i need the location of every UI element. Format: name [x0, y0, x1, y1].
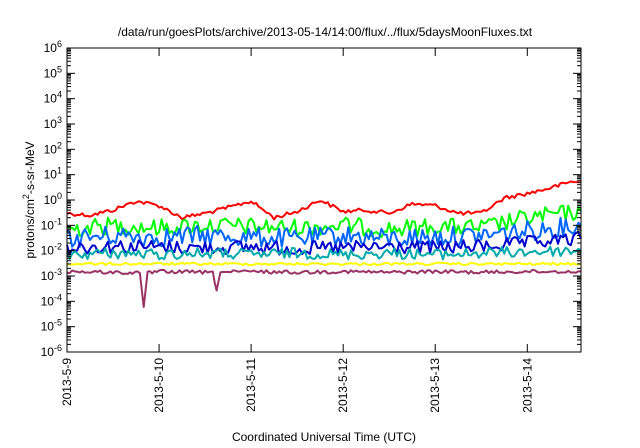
series-line	[66, 231, 582, 256]
x-tick-label: 2013-5-14	[520, 358, 534, 413]
y-tick-label: 104	[44, 90, 62, 106]
plot-lines	[66, 180, 582, 308]
y-tick-label: 105	[44, 64, 62, 80]
series-line	[66, 245, 582, 261]
x-axis: 2013-5-9 2013-5-10 2013-5-11 2013-5-12 2013-…	[60, 48, 534, 413]
x-tick-label: 2013-5-10	[152, 358, 166, 413]
y-axis: 106 105 104 103 102 101 100 10-1 10-2 10-3 10-4 10-…	[41, 39, 581, 359]
y-tick-label: 10-4	[41, 292, 62, 308]
y-tick-label: 10-5	[41, 318, 62, 334]
y-tick-label: 103	[44, 115, 62, 131]
x-tick-label: 2013-5-13	[428, 358, 442, 413]
series-line	[66, 268, 582, 308]
series-line	[66, 180, 581, 221]
y-tick-label: 106	[44, 39, 62, 55]
y-tick-label: 101	[44, 166, 62, 182]
x-axis-label: Coordinated Universal Time (UTC)	[232, 430, 416, 444]
x-tick-label: 2013-5-9	[60, 358, 74, 406]
y-tick-label: 100	[44, 191, 62, 207]
y-tick-label: 10-1	[41, 216, 62, 232]
series-line	[66, 216, 582, 248]
y-tick-label: 102	[44, 140, 62, 156]
x-tick-label: 2013-5-12	[336, 358, 350, 413]
x-tick-label: 2013-5-11	[244, 358, 258, 412]
y-tick-label: 10-2	[41, 242, 62, 258]
chart-title: /data/run/goesPlots/archive/2013-05-14/1…	[118, 25, 533, 39]
series-line	[66, 204, 582, 239]
y-tick-label: 10-3	[41, 267, 62, 283]
y-tick-label: 10-6	[41, 343, 62, 359]
y-axis-label: protons/cm2-s-sr-MeV	[21, 141, 37, 258]
series-line	[66, 261, 582, 267]
